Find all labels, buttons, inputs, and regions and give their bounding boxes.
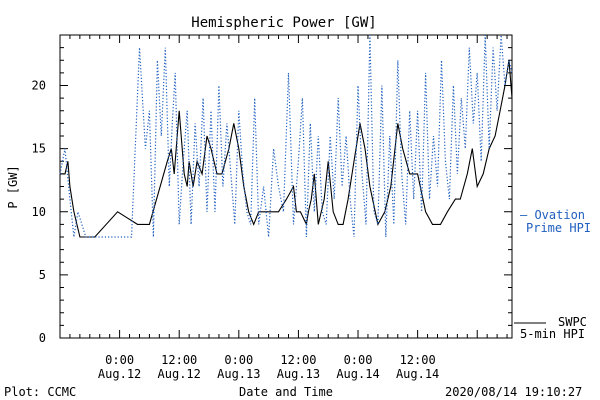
x-tick-label-date: Aug.13 <box>217 367 260 381</box>
x-tick-label-time: 0:00 <box>224 353 253 367</box>
x-tick-label-time: 0:00 <box>344 353 373 367</box>
plot-content: 051015200:00Aug.1212:00Aug.120:00Aug.131… <box>32 34 513 381</box>
x-tick-label-time: 0:00 <box>105 353 134 367</box>
timestamp: 2020/08/14 19:10:27 <box>445 385 582 399</box>
x-tick-label-date: Aug.12 <box>98 367 141 381</box>
x-tick-label-date: Aug.14 <box>396 367 439 381</box>
y-axis-label: P [GW] <box>6 165 20 208</box>
x-tick-label-date: Aug.12 <box>158 367 201 381</box>
legend-swpc-label: SWPC <box>558 315 587 329</box>
x-tick-label-date: Aug.14 <box>336 367 379 381</box>
legend-swpc-label2: 5-min HPI <box>520 327 585 341</box>
plot-frame <box>59 34 513 339</box>
legend-ovation: – Ovation Prime HPI <box>520 208 591 235</box>
plot-credit: Plot: CCMC <box>4 385 76 399</box>
series-line-ovation <box>59 34 513 238</box>
y-tick-label: 10 <box>32 205 46 219</box>
x-axis-label: Date and Time <box>239 385 333 399</box>
legend-swpc: SWPC 5-min HPI <box>514 315 587 341</box>
x-tick-label-time: 12:00 <box>400 353 436 367</box>
x-tick-label-time: 12:00 <box>280 353 316 367</box>
y-tick-label: 5 <box>39 268 46 282</box>
x-tick-label-date: Aug.13 <box>277 367 320 381</box>
y-tick-label: 20 <box>32 79 46 93</box>
y-tick-label: 0 <box>39 331 46 345</box>
legend-ovation-label2: Prime HPI <box>526 221 591 235</box>
chart-title: Hemispheric Power [GW] <box>191 15 376 31</box>
legend-ovation-label: – Ovation <box>520 208 585 222</box>
y-tick-label: 15 <box>32 142 46 156</box>
x-tick-label-time: 12:00 <box>161 353 197 367</box>
